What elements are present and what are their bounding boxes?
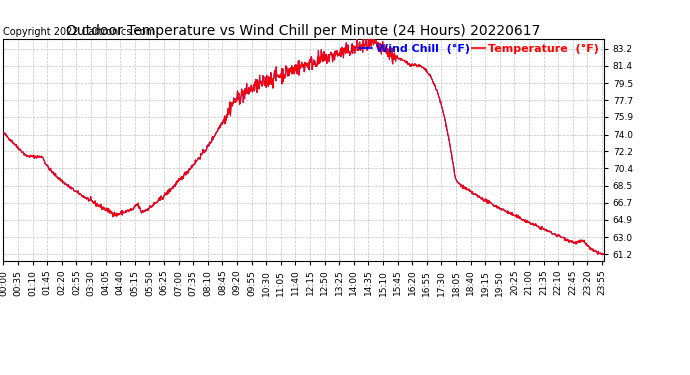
Title: Outdoor Temperature vs Wind Chill per Minute (24 Hours) 20220617: Outdoor Temperature vs Wind Chill per Mi…: [66, 24, 541, 38]
Text: Copyright 2022 Cartronics.com: Copyright 2022 Cartronics.com: [3, 27, 156, 37]
Legend: Wind Chill  (°F), Temperature  (°F): Wind Chill (°F), Temperature (°F): [355, 39, 604, 58]
